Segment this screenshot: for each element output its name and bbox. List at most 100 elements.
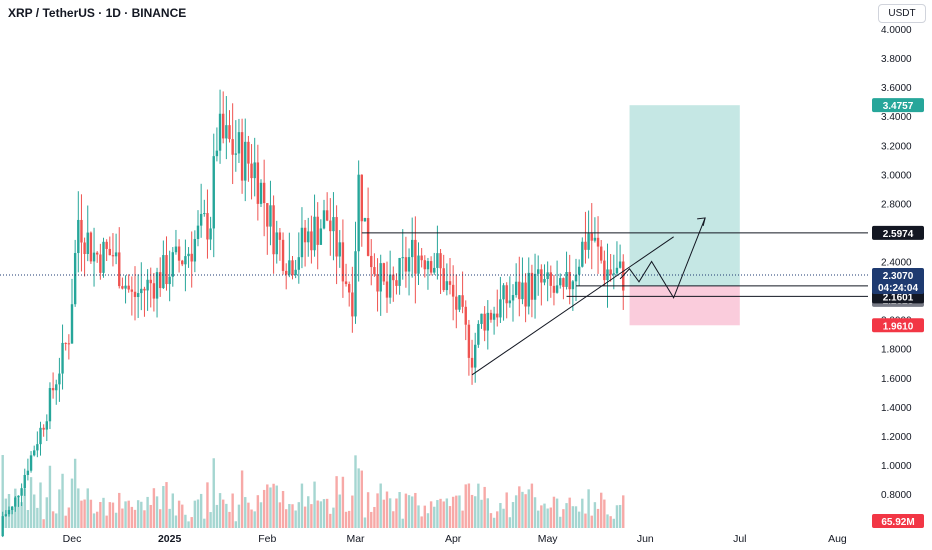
volume-bar bbox=[51, 511, 55, 528]
price-tag-label: 2.1601 bbox=[883, 292, 914, 303]
volume-bar bbox=[77, 488, 80, 528]
volume-bar bbox=[118, 492, 121, 528]
candle-body bbox=[266, 203, 269, 227]
price-tag-background bbox=[872, 225, 924, 240]
volume-bar bbox=[398, 492, 401, 528]
candle-body bbox=[587, 233, 590, 250]
price-tick-label: 2.4000 bbox=[881, 258, 912, 269]
volume-bar bbox=[114, 512, 118, 528]
candle-body bbox=[247, 141, 250, 164]
volume-bar bbox=[237, 504, 241, 528]
candle-body bbox=[505, 285, 508, 304]
candle-body bbox=[615, 267, 619, 274]
volume-bar bbox=[492, 517, 496, 528]
time-tick-label: Dec bbox=[63, 533, 82, 545]
candle-body bbox=[414, 239, 417, 274]
candle-body bbox=[307, 231, 310, 243]
volume-bar bbox=[288, 504, 291, 528]
candle-body bbox=[385, 281, 389, 298]
price-tag-level: 2.5974 bbox=[872, 225, 924, 240]
candle-body bbox=[423, 260, 426, 270]
volume-bar bbox=[574, 506, 578, 528]
volume-bar bbox=[559, 516, 562, 528]
candle-body bbox=[83, 242, 86, 255]
volume-bar bbox=[496, 511, 499, 528]
candle-body bbox=[228, 125, 231, 140]
volume-bar bbox=[549, 507, 552, 528]
candle-body bbox=[121, 286, 124, 289]
current-price-tag-background bbox=[872, 268, 924, 295]
currency-button[interactable]: USDT bbox=[878, 4, 926, 23]
volume-bar bbox=[395, 498, 398, 528]
volume-bar bbox=[294, 510, 297, 528]
candle-body bbox=[373, 267, 376, 275]
volume-bar bbox=[537, 510, 540, 528]
volume-bar bbox=[23, 488, 26, 528]
candle-body bbox=[89, 232, 93, 262]
candle-body bbox=[291, 260, 294, 276]
candle-body bbox=[250, 163, 253, 179]
volume-bar bbox=[83, 499, 86, 528]
candle-body bbox=[102, 241, 105, 273]
candle-body bbox=[58, 373, 61, 385]
volume-bar bbox=[530, 483, 534, 528]
volume-bar bbox=[404, 493, 408, 528]
candle-body bbox=[533, 273, 537, 300]
volume-bar bbox=[546, 508, 549, 528]
volume-bar bbox=[527, 489, 530, 528]
candle-body bbox=[401, 257, 404, 259]
candle-body bbox=[606, 269, 609, 281]
candle-body bbox=[514, 281, 518, 296]
volume-tag: 65.92M bbox=[872, 514, 924, 528]
candle-body bbox=[417, 255, 420, 274]
price-tick-label: 4.0000 bbox=[881, 25, 912, 36]
candle-body bbox=[322, 210, 326, 229]
price-tags: 2.59742.23232.23232.16011.96103.47572.30… bbox=[872, 98, 924, 528]
candle-body bbox=[196, 225, 200, 239]
candle-body bbox=[73, 253, 77, 305]
volume-bar bbox=[20, 502, 23, 528]
candle-body bbox=[370, 255, 373, 268]
volume-bar bbox=[26, 510, 30, 528]
volume-bar bbox=[533, 497, 537, 528]
volume-bar bbox=[121, 508, 124, 528]
candle-body bbox=[17, 495, 20, 498]
volume-bar bbox=[366, 492, 370, 528]
candle-body bbox=[360, 174, 363, 222]
candle-body bbox=[269, 205, 272, 227]
volume-bar bbox=[64, 515, 67, 528]
candle-body bbox=[133, 291, 137, 297]
time-tick-label: Feb bbox=[258, 533, 276, 545]
candle-body bbox=[398, 257, 401, 286]
candle-body bbox=[253, 162, 256, 179]
candle-body bbox=[159, 272, 162, 289]
candle-body bbox=[593, 237, 597, 241]
volume-bar bbox=[181, 504, 184, 528]
volume-bar bbox=[36, 507, 39, 528]
volume-bar bbox=[225, 503, 228, 528]
candle-body bbox=[559, 278, 562, 286]
symbol-title[interactable]: XRP / TetherUS · 1D · BINANCE bbox=[8, 6, 187, 20]
volume-bar bbox=[266, 484, 269, 528]
volume-bar bbox=[297, 502, 300, 528]
volume-bar bbox=[89, 499, 93, 528]
volume-bar bbox=[206, 482, 209, 528]
volume-bar bbox=[511, 502, 515, 528]
volume-bar bbox=[407, 495, 411, 528]
volume-bar bbox=[609, 516, 612, 528]
candle-body bbox=[480, 313, 483, 324]
volume-bar bbox=[341, 476, 345, 528]
volume-bar bbox=[203, 518, 206, 528]
candle-body bbox=[581, 241, 584, 267]
candle-body bbox=[51, 388, 55, 391]
candle-body bbox=[80, 219, 83, 243]
candle-body bbox=[348, 284, 351, 293]
volume-bar bbox=[373, 506, 376, 528]
price-tick-label: 1.0000 bbox=[881, 461, 912, 472]
volume-bar bbox=[231, 493, 234, 528]
volume-bar bbox=[571, 506, 575, 528]
volume-bar bbox=[439, 498, 442, 528]
volume-bar bbox=[480, 499, 483, 528]
